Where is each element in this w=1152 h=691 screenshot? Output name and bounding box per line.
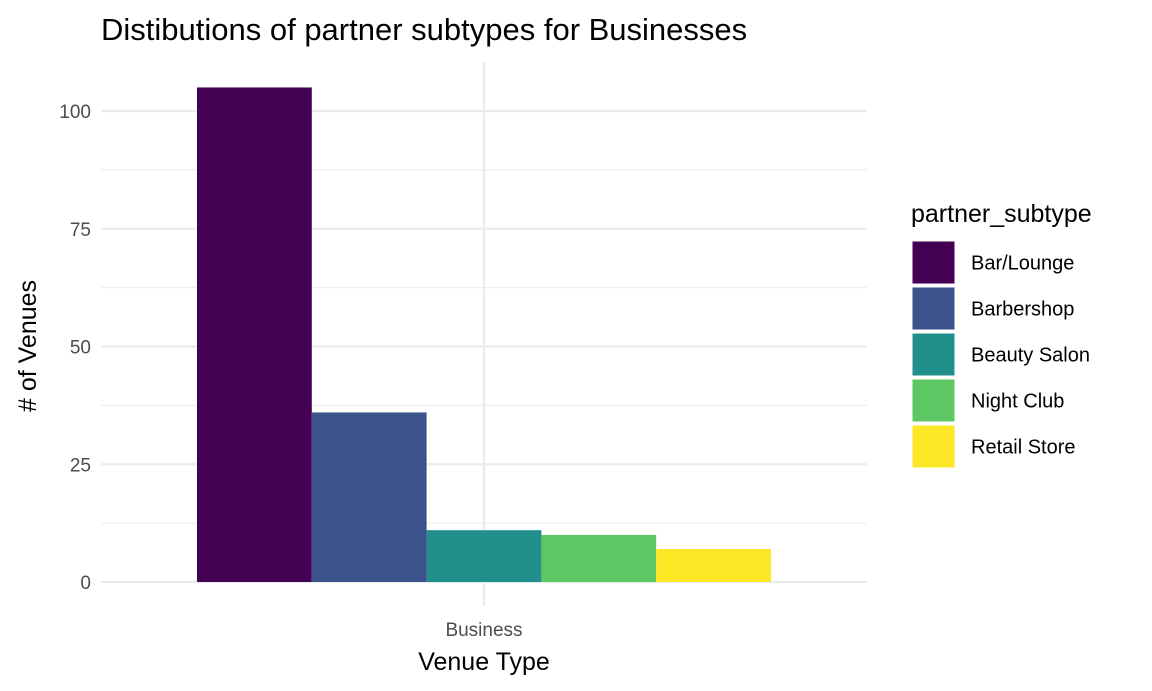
y-tick-label: 50 bbox=[70, 338, 91, 359]
bars bbox=[197, 87, 771, 582]
legend-swatch bbox=[911, 240, 956, 285]
legend-swatch bbox=[911, 424, 956, 469]
legend-label: Retail Store bbox=[971, 437, 1076, 459]
bar-barbershop bbox=[311, 412, 427, 582]
bar-beauty-salon bbox=[426, 530, 542, 582]
legend-label: Bar/Lounge bbox=[971, 253, 1074, 275]
legend-label: Night Club bbox=[971, 391, 1064, 413]
legend-label: Barbershop bbox=[971, 299, 1074, 321]
bar-retail-store bbox=[656, 549, 771, 582]
legend-title: partner_subtype bbox=[911, 200, 1092, 228]
bar-night-club bbox=[541, 534, 657, 582]
x-tick-label: Business bbox=[445, 620, 522, 641]
y-tick-label: 25 bbox=[70, 455, 91, 476]
y-tick-label: 100 bbox=[59, 102, 91, 123]
y-tick-labels: 0 25 50 75 100 bbox=[59, 102, 91, 594]
legend-swatch bbox=[911, 332, 956, 377]
legend: partner_subtype Bar/Lounge Barbershop Beau… bbox=[911, 200, 1092, 469]
y-tick-label: 75 bbox=[70, 220, 91, 241]
legend-swatch bbox=[911, 378, 956, 423]
y-tick-label: 0 bbox=[80, 573, 91, 594]
legend-label: Beauty Salon bbox=[971, 345, 1090, 367]
x-tick-labels: Business bbox=[445, 620, 522, 641]
bar-bar-lounge bbox=[197, 87, 312, 582]
chart-title: Distibutions of partner subtypes for Bus… bbox=[101, 12, 747, 47]
legend-swatch bbox=[911, 286, 956, 331]
y-axis-title: # of Venues bbox=[14, 280, 42, 412]
x-axis-title: Venue Type bbox=[418, 648, 550, 676]
